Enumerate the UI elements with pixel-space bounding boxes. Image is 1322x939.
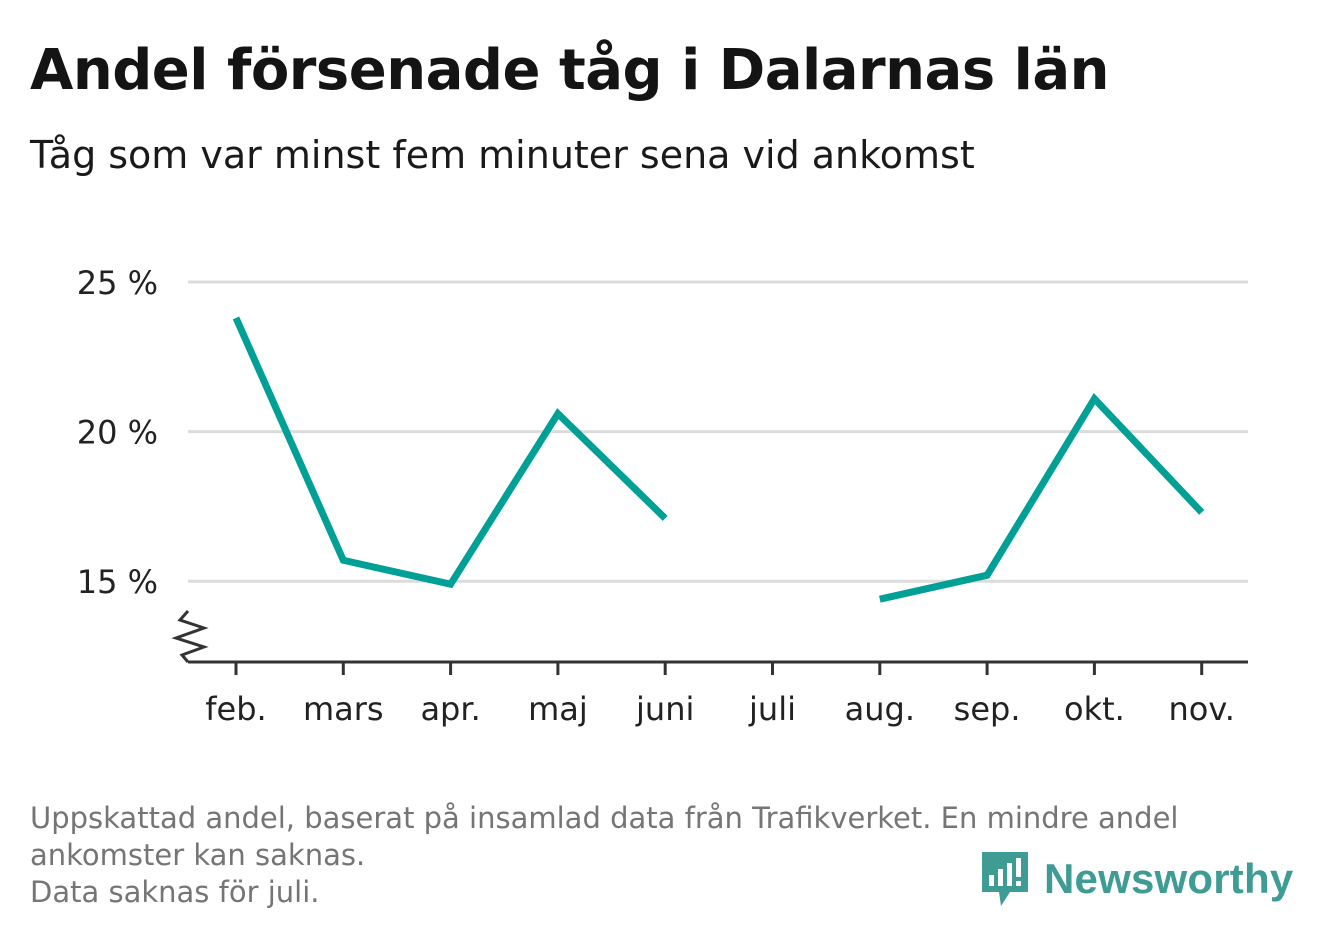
y-axis-break-marker	[171, 610, 209, 663]
footnote: Uppskattad andel, baserat på insamlad da…	[30, 800, 1290, 911]
bar-chart-speech-bubble-icon	[982, 852, 1028, 906]
x-tick-label: juni	[635, 690, 694, 728]
x-tick-label: maj	[528, 690, 588, 728]
x-tick-label: juli	[748, 690, 796, 728]
footnote-source: Uppskattad andel, baserat på insamlad da…	[30, 801, 1179, 872]
footnote-missing-data: Data saknas för juli.	[30, 875, 320, 909]
line-chart: 15 % 20 % 25 % feb. mars apr. maj juni juli aug.…	[77, 264, 1248, 728]
x-tick-label: sep.	[954, 690, 1021, 728]
series-line-segment	[232, 316, 668, 589]
x-axis-tick-labels: feb. mars apr. maj juni juli aug. sep. okt. nov.	[205, 662, 1235, 728]
x-tick-label: aug.	[845, 690, 915, 728]
series-line-segment	[879, 392, 1205, 603]
x-axis	[171, 610, 1248, 664]
grid-lines	[188, 280, 1248, 583]
x-tick-label: feb.	[205, 690, 266, 728]
y-axis-tick-labels: 15 % 20 % 25 %	[77, 264, 158, 601]
chart-subtitle: Tåg som var minst fem minuter sena vid a…	[30, 133, 975, 177]
y-tick-label: 15 %	[77, 563, 158, 601]
logo-text: Newsworthy	[1044, 855, 1294, 902]
y-tick-label: 20 %	[77, 414, 158, 452]
x-tick-label: apr.	[420, 690, 480, 728]
newsworthy-logo: Newsworthy	[980, 850, 1293, 908]
x-tick-label: okt.	[1064, 690, 1125, 728]
x-tick-label: mars	[303, 690, 384, 728]
x-tick-label: nov.	[1168, 690, 1234, 728]
y-tick-label: 25 %	[77, 264, 158, 302]
series-lines	[232, 316, 1205, 603]
chart-title: Andel försenade tåg i Dalarnas län	[30, 38, 1110, 103]
